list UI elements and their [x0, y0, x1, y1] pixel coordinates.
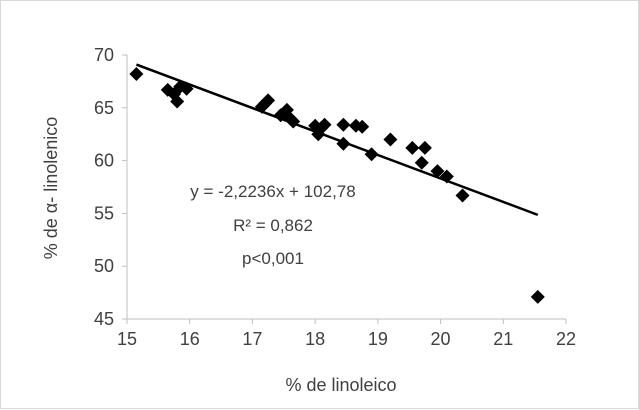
data-point [286, 114, 301, 129]
r-squared-label: R² = 0,862 [233, 216, 313, 235]
y-tick-label: 55 [94, 203, 114, 223]
data-point [439, 169, 454, 184]
x-tick-label: 17 [242, 329, 262, 349]
y-tick-label: 60 [94, 151, 114, 171]
y-tick-label: 50 [94, 256, 114, 276]
axes [122, 54, 567, 324]
x-tick-label: 15 [117, 329, 137, 349]
data-point [355, 119, 370, 134]
data-point [261, 93, 276, 108]
data-point [530, 289, 545, 304]
equation-label: y = -2,2236x + 102,78 [190, 182, 355, 201]
y-axis-title: % de α- linolenico [41, 117, 61, 259]
p-value-label: p<0,001 [242, 249, 304, 268]
x-tick-label: 20 [431, 329, 451, 349]
data-point [317, 117, 332, 132]
y-tick-label: 65 [94, 98, 114, 118]
data-points [129, 67, 545, 304]
x-tick-label: 19 [368, 329, 388, 349]
x-axis-title: % de linoleico [285, 375, 396, 395]
data-point [417, 140, 432, 155]
data-point [336, 117, 351, 132]
data-point [405, 140, 420, 155]
y-tick-label: 45 [94, 309, 114, 329]
trendline [135, 63, 539, 217]
data-point [430, 164, 445, 179]
data-point [383, 132, 398, 147]
data-point [336, 136, 351, 151]
trendline-group [135, 63, 539, 217]
y-tick-label: 70 [94, 45, 114, 65]
x-tick-label: 22 [556, 329, 576, 349]
data-point [129, 67, 144, 82]
x-tick-label: 18 [305, 329, 325, 349]
data-point [170, 94, 185, 109]
data-point [414, 155, 429, 170]
data-point [455, 188, 470, 203]
data-point [179, 81, 194, 96]
x-tick-label: 16 [180, 329, 200, 349]
x-tick-label: 21 [493, 329, 513, 349]
tick-labels: 15 16 17 18 19 20 21 22 45 50 55 60 65 70 [94, 45, 576, 349]
data-point [364, 147, 379, 162]
